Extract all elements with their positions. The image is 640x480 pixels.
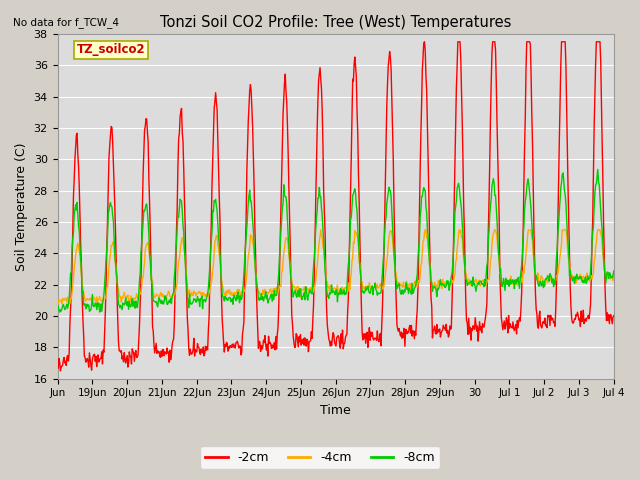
Text: No data for f_TCW_4: No data for f_TCW_4 (13, 17, 119, 28)
Legend: -2cm, -4cm, -8cm: -2cm, -4cm, -8cm (200, 446, 440, 469)
Title: Tonzi Soil CO2 Profile: Tree (West) Temperatures: Tonzi Soil CO2 Profile: Tree (West) Temp… (160, 15, 511, 30)
Text: TZ_soilco2: TZ_soilco2 (77, 43, 145, 56)
X-axis label: Time: Time (320, 404, 351, 417)
Y-axis label: Soil Temperature (C): Soil Temperature (C) (15, 142, 28, 271)
